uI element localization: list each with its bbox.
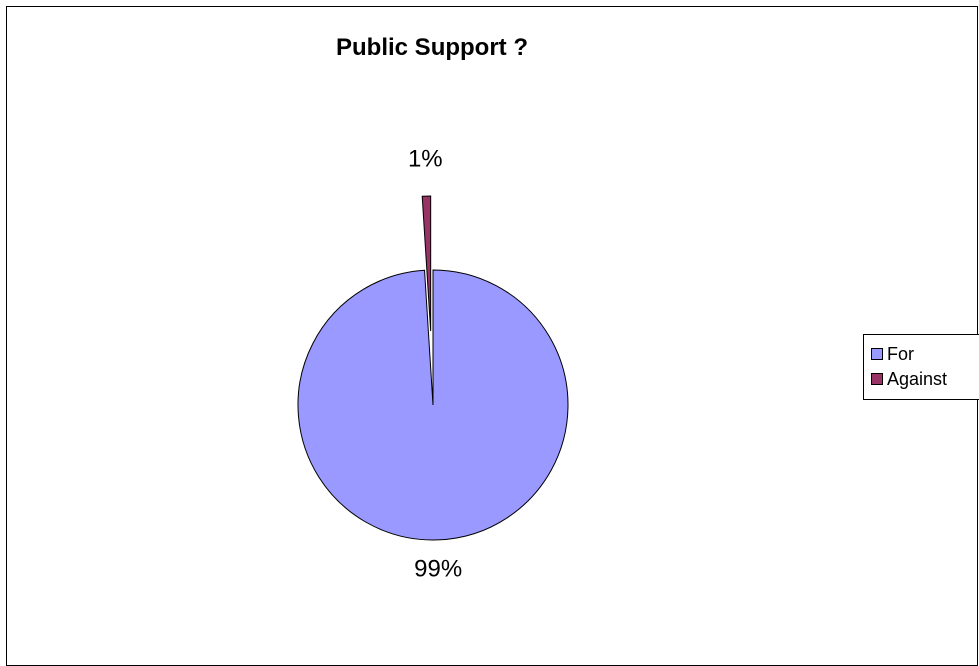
- legend-label-against: Against: [887, 368, 948, 389]
- legend-swatch-for: [871, 348, 883, 360]
- legend-swatch-against: [871, 373, 883, 385]
- data-label-for: 99%: [414, 555, 462, 582]
- chart-title: Public Support ?: [336, 34, 528, 61]
- pie-slices: [297, 195, 569, 541]
- legend: For Against: [863, 334, 979, 400]
- legend-label-for: For: [887, 343, 914, 364]
- pie-slice-for: [297, 269, 569, 541]
- legend-item-for: For: [871, 343, 914, 365]
- data-label-against: 1%: [408, 145, 443, 172]
- pie-slice-against: [421, 195, 432, 332]
- legend-item-against: Against: [871, 368, 947, 390]
- pie-chart: 99% 1%: [297, 145, 569, 582]
- pie-data-labels: 99% 1%: [408, 145, 462, 582]
